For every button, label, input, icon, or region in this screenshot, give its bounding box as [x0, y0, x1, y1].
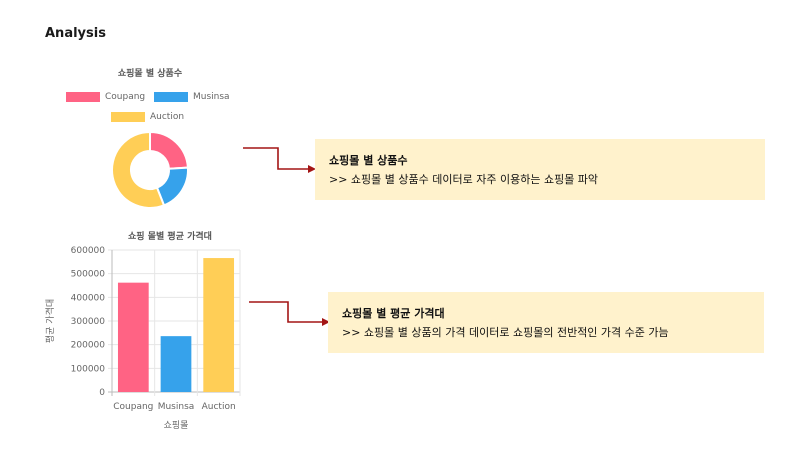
note-2-heading: 쇼핑몰 별 평균 가격대: [342, 307, 445, 320]
legend-label-musinsa: Musinsa: [193, 92, 230, 102]
legend-item-musinsa[interactable]: Musinsa: [154, 92, 230, 102]
y-tick-label: 100000: [71, 364, 106, 374]
legend-swatch-musinsa: [154, 92, 188, 102]
y-tick-label: 600000: [71, 246, 106, 256]
note-2-text: >> 쇼핑몰 별 상품의 가격 데이터로 쇼핑몰의 전반적인 가격 수준 가늠: [342, 326, 669, 339]
x-tick-label: Musinsa: [158, 402, 195, 412]
legend-swatch-auction: [111, 112, 145, 122]
y-tick-label: 0: [99, 388, 105, 398]
legend-swatch-coupang: [66, 92, 100, 102]
note-1-text: >> 쇼핑몰 별 상품수 데이터로 자주 이용하는 쇼핑몰 파악: [329, 173, 599, 186]
donut-chart: [111, 130, 189, 209]
note-box-average-price: 쇼핑몰 별 평균 가격대 >> 쇼핑몰 별 상품의 가격 데이터로 쇼핑몰의 전…: [328, 292, 764, 353]
donut-slice-coupang[interactable]: [149, 130, 189, 170]
legend-item-coupang[interactable]: Coupang: [66, 92, 145, 102]
arrow-1: [243, 147, 316, 173]
page-title: Analysis: [45, 26, 106, 41]
arrow-2: [249, 301, 330, 326]
donut-slice-auction[interactable]: [111, 130, 166, 209]
x-tick-label: Auction: [202, 402, 236, 412]
note-box-product-count: 쇼핑몰 별 상품수 >> 쇼핑몰 별 상품수 데이터로 자주 이용하는 쇼핑몰 …: [315, 139, 765, 200]
y-axis-label: 평균 가격대: [44, 299, 56, 343]
legend-label-coupang: Coupang: [105, 92, 146, 102]
note-1-heading: 쇼핑몰 별 상품수: [329, 154, 408, 167]
donut-chart-title: 쇼핑몰 별 상품수: [117, 69, 183, 79]
bar-chart: 0 100000 200000 300000 400000 500000 600000 Cou…: [44, 246, 241, 431]
y-tick-label: 500000: [71, 270, 106, 280]
bar-chart-title: 쇼핑 몰별 평균 가격대: [128, 232, 212, 242]
y-tick-label: 400000: [71, 293, 106, 303]
y-tick-label: 200000: [71, 341, 106, 351]
bar-auction[interactable]: [203, 258, 235, 392]
bar-coupang[interactable]: [117, 282, 149, 392]
bar-musinsa[interactable]: [160, 336, 192, 392]
x-axis-label: 쇼핑몰: [164, 420, 189, 431]
legend-item-auction[interactable]: Auction: [111, 112, 184, 122]
y-tick-label: 300000: [71, 317, 106, 327]
x-tick-label: Coupang: [113, 402, 153, 412]
legend-label-auction: Auction: [150, 112, 185, 122]
